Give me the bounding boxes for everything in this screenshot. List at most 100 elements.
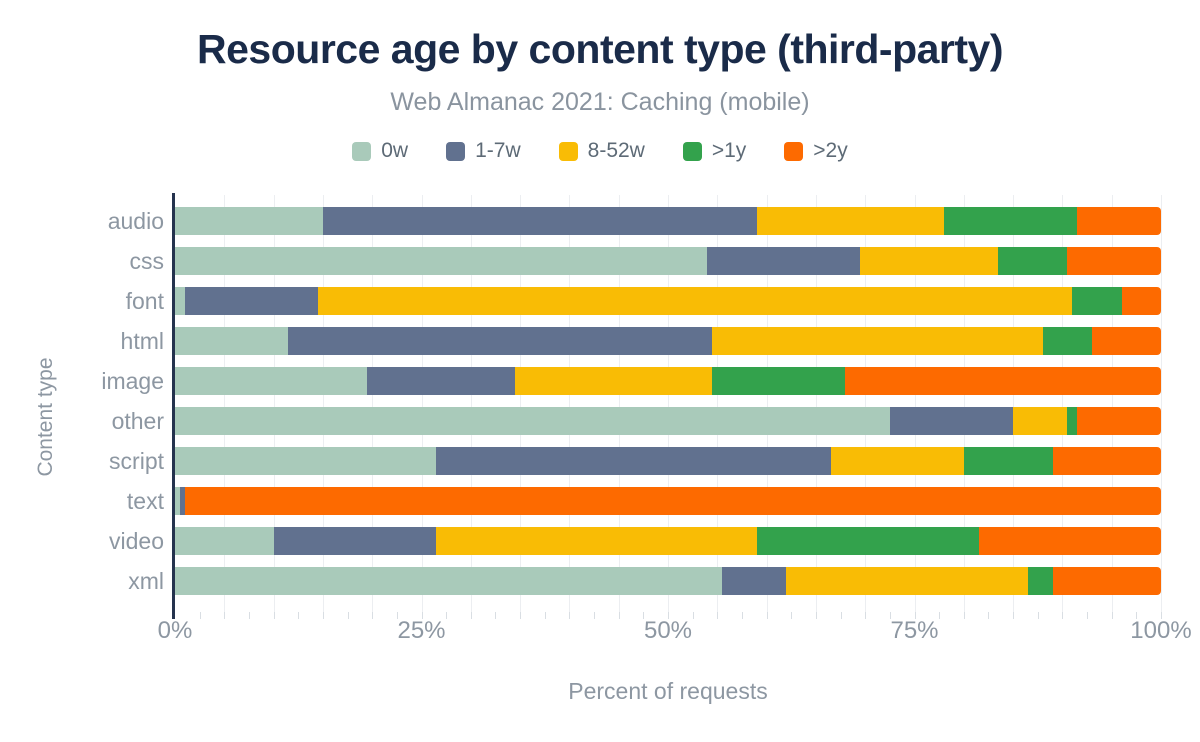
axis-minor-tick xyxy=(815,612,817,619)
axis-minor-tick xyxy=(865,612,867,619)
bar-segment-image-gt2y xyxy=(845,367,1161,395)
axis-minor-tick xyxy=(396,612,398,619)
axis-minor-tick xyxy=(248,612,250,619)
legend-item-8-52w: 8-52w xyxy=(558,139,645,163)
gridline xyxy=(1013,195,1015,612)
bar-row-image xyxy=(175,367,1161,395)
axis-minor-tick xyxy=(939,612,941,619)
x-tick-label-25: 25% xyxy=(397,617,446,644)
bar-segment-video-gt2y xyxy=(978,527,1161,555)
axis-minor-tick xyxy=(520,612,522,619)
axis-minor-tick xyxy=(643,612,645,619)
bar-segment-image-gt1y xyxy=(712,367,846,395)
bar-segment-image-1-7w xyxy=(367,367,516,395)
bar-segment-audio-0w xyxy=(175,207,323,235)
bar-segment-other-gt1y xyxy=(1067,407,1078,435)
legend-label: >2y xyxy=(813,139,848,162)
axis-minor-tick xyxy=(298,612,300,619)
bar-segment-text-1-7w xyxy=(179,487,185,515)
gridline xyxy=(1062,195,1064,612)
bar-segment-css-gt1y xyxy=(998,247,1068,275)
bar-segment-html-gt1y xyxy=(1042,327,1092,355)
x-tick-label-50: 50% xyxy=(643,617,693,644)
category-label-text: text xyxy=(126,488,164,514)
axis-minor-tick xyxy=(544,612,546,619)
gridline xyxy=(421,195,423,612)
bar-segment-html-gt2y xyxy=(1091,327,1161,355)
bar-segment-other-0w xyxy=(175,407,890,435)
bar-row-font xyxy=(175,287,1161,315)
bar-segment-css-8-52w xyxy=(860,247,999,275)
axis-minor-tick xyxy=(791,612,793,619)
bar-segment-font-8-52w xyxy=(317,287,1073,315)
legend-label: 0w xyxy=(381,139,409,162)
gridline xyxy=(963,195,965,612)
gridline xyxy=(273,195,275,612)
axis-minor-tick xyxy=(569,612,571,619)
bar-segment-font-gt1y xyxy=(1072,287,1122,315)
legend: 0w 1-7w 8-52w >1y >2y xyxy=(0,136,1200,166)
axis-minor-tick xyxy=(446,612,448,619)
axis-minor-tick xyxy=(372,612,374,619)
bar-segment-script-0w xyxy=(175,447,437,475)
bar-segment-image-0w xyxy=(175,367,368,395)
axis-minor-tick xyxy=(224,612,226,619)
axis-minor-tick xyxy=(889,612,891,619)
category-label-script: script xyxy=(109,448,164,474)
legend-item-1-7w: 1-7w xyxy=(446,139,521,163)
gridline xyxy=(224,195,226,612)
category-label-css: css xyxy=(129,248,165,274)
axis-minor-tick xyxy=(1136,612,1138,619)
bar-segment-script-gt1y xyxy=(963,447,1053,475)
gridline xyxy=(372,195,374,612)
category-label-image: image xyxy=(101,368,164,394)
gridline xyxy=(1161,195,1162,612)
axis-minor-tick xyxy=(199,612,201,619)
bar-segment-script-8-52w xyxy=(830,447,964,475)
bar-segment-other-gt2y xyxy=(1077,407,1161,435)
legend-swatch-icon xyxy=(682,141,702,161)
axis-minor-tick xyxy=(1111,612,1113,619)
bar-segment-html-0w xyxy=(175,327,289,355)
bar-row-video xyxy=(175,527,1161,555)
axis-minor-tick xyxy=(1013,612,1015,619)
axis-minor-tick xyxy=(766,612,768,619)
bar-segment-script-1-7w xyxy=(436,447,831,475)
bar-segment-html-8-52w xyxy=(712,327,1043,355)
gridline xyxy=(569,195,571,612)
axis-minor-tick xyxy=(1161,612,1162,619)
axis-minor-tick xyxy=(1087,612,1089,619)
bar-row-other xyxy=(175,407,1161,435)
bar-segment-audio-gt1y xyxy=(944,207,1078,235)
bar-segment-other-8-52w xyxy=(1013,407,1068,435)
y-axis-title: Content type xyxy=(34,357,57,477)
legend-item-gt1y: >1y xyxy=(682,139,747,163)
category-label-other: other xyxy=(111,408,164,434)
legend-label: >1y xyxy=(711,139,747,162)
category-label-html: html xyxy=(120,328,164,354)
bar-segment-video-1-7w xyxy=(273,527,437,555)
axis-minor-tick xyxy=(618,612,620,619)
bar-segment-font-1-7w xyxy=(184,287,318,315)
category-label-video: video xyxy=(109,528,164,554)
legend-swatch-icon xyxy=(446,141,466,161)
bar-segment-xml-gt2y xyxy=(1052,567,1161,595)
plot-area xyxy=(172,193,1162,619)
axis-minor-tick xyxy=(322,612,324,619)
legend-item-0w: 0w xyxy=(352,139,408,163)
gridline xyxy=(1111,195,1113,612)
legend-label: 8-52w xyxy=(587,139,645,162)
bar-segment-css-1-7w xyxy=(707,247,861,275)
axis-minor-tick xyxy=(914,612,916,619)
x-tick-label-100: 100% xyxy=(1130,617,1192,644)
bar-segment-text-gt2y xyxy=(184,487,1161,515)
category-label-xml: xml xyxy=(128,568,164,594)
axis-minor-tick xyxy=(668,612,669,619)
bar-segment-script-gt2y xyxy=(1052,447,1161,475)
category-label-audio: audio xyxy=(107,208,164,234)
gridline xyxy=(865,195,867,612)
axis-minor-tick xyxy=(495,612,497,619)
bar-row-audio xyxy=(175,207,1161,235)
bar-row-script xyxy=(175,447,1161,475)
gridline xyxy=(668,195,669,612)
